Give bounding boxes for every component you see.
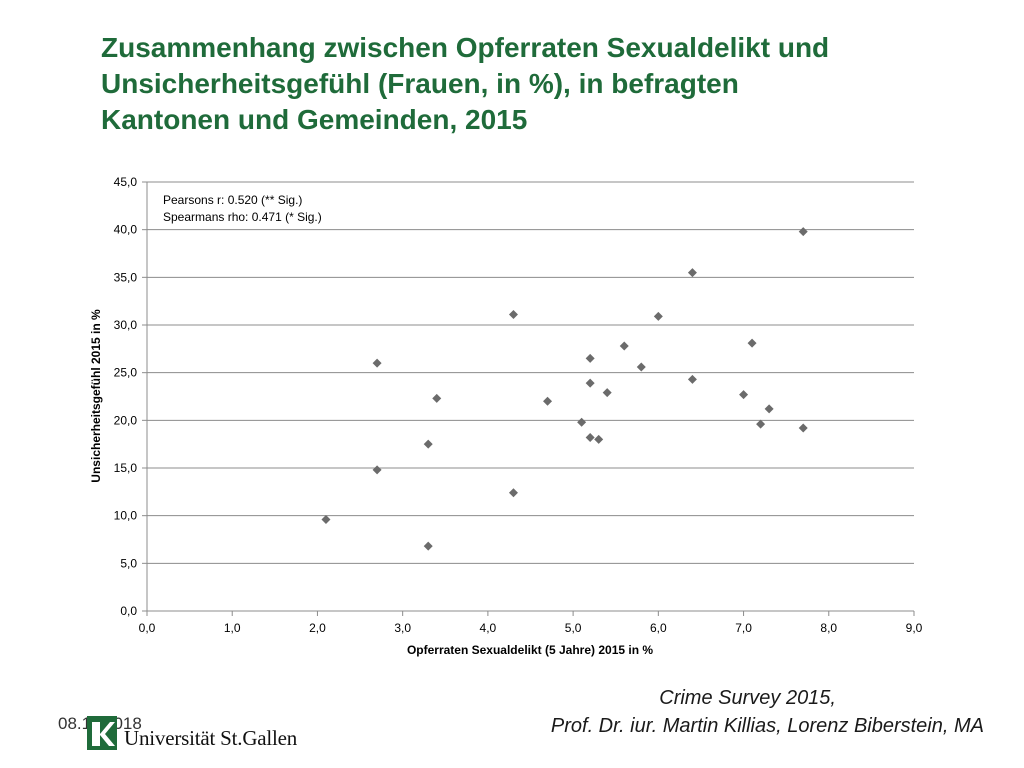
data-point	[756, 419, 766, 429]
data-point	[798, 423, 808, 433]
y-tick-label: 15,0	[114, 461, 138, 475]
hsg-logo-icon	[87, 716, 117, 750]
pearson-annotation: Pearsons r: 0.520 (** Sig.)	[163, 193, 302, 207]
data-point	[423, 439, 433, 449]
data-point	[372, 358, 382, 368]
data-point	[636, 362, 646, 372]
data-point	[653, 311, 663, 321]
data-point	[423, 541, 433, 551]
data-point	[543, 396, 553, 406]
title-line-1: Zusammenhang zwischen Opferraten Sexuald…	[101, 32, 830, 63]
data-point	[687, 374, 697, 384]
x-axis-title: Opferraten Sexualdelikt (5 Jahre) 2015 i…	[407, 643, 653, 657]
credit-line-1: Crime Survey 2015,	[659, 687, 836, 709]
y-tick-label: 35,0	[114, 270, 138, 284]
data-point	[619, 341, 629, 351]
data-point	[602, 388, 612, 398]
y-tick-label: 25,0	[114, 366, 138, 380]
x-tick-label: 9,0	[906, 621, 923, 635]
x-tick-label: 0,0	[139, 621, 156, 635]
y-axis-title: Unsicherheitsgefühl 2015 in %	[89, 309, 103, 483]
data-point	[321, 514, 331, 524]
university-logo: Universität St.Gallen	[86, 710, 297, 752]
data-point	[747, 338, 757, 348]
credit: Crime Survey 2015, Prof. Dr. iur. Martin…	[551, 684, 984, 740]
y-tick-label: 10,0	[114, 509, 138, 523]
x-tick-label: 1,0	[224, 621, 241, 635]
data-point	[739, 390, 749, 400]
spearman-annotation: Spearmans rho: 0.471 (* Sig.)	[163, 210, 322, 224]
data-point	[432, 393, 442, 403]
data-point	[594, 434, 604, 444]
y-tick-label: 20,0	[114, 413, 138, 427]
data-points	[321, 227, 808, 551]
y-tick-label: 40,0	[114, 223, 138, 237]
data-point	[687, 268, 697, 278]
data-point	[798, 227, 808, 237]
data-point	[585, 432, 595, 442]
data-point	[764, 404, 774, 414]
data-point	[508, 488, 518, 498]
title-line-3: Kantonen und Gemeinden, 2015	[101, 104, 528, 135]
data-point	[585, 353, 595, 363]
credit-line-2: Prof. Dr. iur. Martin Killias, Lorenz Bi…	[550, 715, 984, 737]
x-tick-label: 6,0	[650, 621, 667, 635]
logo-text: Universität St.Gallen	[124, 726, 298, 750]
x-tick-label: 8,0	[820, 621, 837, 635]
y-tick-label: 0,0	[120, 604, 137, 618]
axes	[142, 181, 915, 616]
data-point	[372, 465, 382, 475]
y-tick-label: 45,0	[114, 175, 138, 189]
y-tick-label: 5,0	[120, 556, 137, 570]
x-tick-label: 4,0	[480, 621, 497, 635]
tick-labels: 0,0 5,0 10,0 15,0 20,0 25,0 30,0 35,0 40,0 45,0 0,…	[114, 175, 923, 635]
gridlines	[147, 181, 914, 612]
x-tick-label: 5,0	[565, 621, 582, 635]
y-tick-label: 30,0	[114, 318, 138, 332]
x-tick-label: 2,0	[309, 621, 326, 635]
data-point	[577, 417, 587, 427]
data-point	[508, 310, 518, 320]
data-point	[585, 378, 595, 388]
x-tick-label: 7,0	[735, 621, 752, 635]
x-tick-label: 3,0	[394, 621, 411, 635]
title-line-2: Unsicherheitsgefühl (Frauen, in %), in b…	[101, 68, 739, 99]
slide-title: Zusammenhang zwischen Opferraten Sexuald…	[101, 30, 961, 138]
